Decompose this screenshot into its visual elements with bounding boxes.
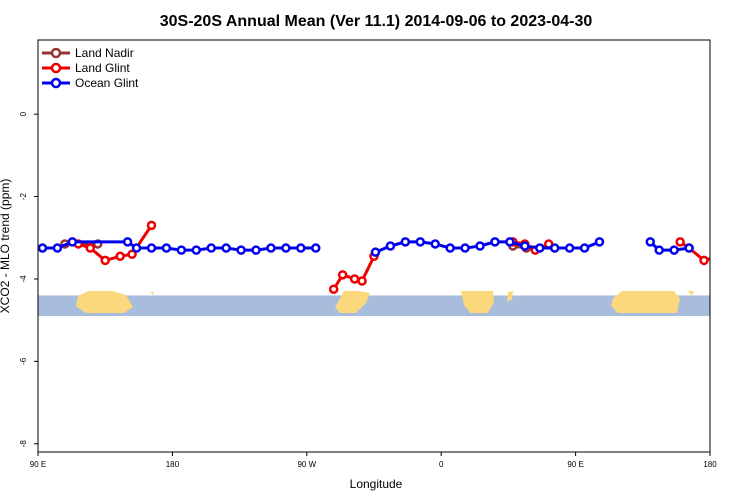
x-axis: 90 E 180 90 W 0 90 E 180: [30, 452, 717, 469]
data-point: [505, 237, 515, 247]
data-point: [415, 237, 426, 247]
data-point: [520, 241, 530, 251]
y-tick-label: -2: [19, 192, 28, 200]
x-tick-label: 90 W: [297, 460, 316, 469]
land-shape: [611, 291, 680, 313]
y-axis: 0 -2 -4 -6 -8: [19, 111, 38, 447]
land-ocean-band: [38, 291, 710, 317]
data-point: [357, 276, 367, 286]
data-point: [100, 255, 110, 266]
data-point: [549, 243, 560, 253]
land-shape: [76, 291, 133, 313]
data-point: [579, 243, 590, 253]
data-point: [699, 255, 709, 266]
data-point: [349, 274, 360, 284]
data-point: [475, 241, 485, 251]
data-point: [122, 237, 133, 247]
series-line: [679, 240, 710, 262]
data-point: [594, 237, 605, 247]
data-point: [38, 243, 48, 253]
y-tick-label: -6: [19, 357, 28, 365]
data-point: [564, 243, 575, 253]
series-land-glint: [73, 220, 734, 295]
data-point: [146, 220, 157, 231]
x-tick-label: 180: [703, 460, 717, 469]
data-point: [337, 270, 348, 280]
legend-item: Ocean Glint: [42, 76, 139, 90]
land-shape: [335, 291, 370, 313]
data-point: [52, 243, 63, 253]
legend-marker: [50, 62, 62, 74]
legend-item: Land Glint: [42, 61, 130, 75]
data-point: [146, 243, 157, 253]
series-line: [649, 240, 690, 252]
x-tick-label: 90 E: [30, 460, 46, 469]
y-tick-label: -4: [19, 275, 28, 283]
data-point: [535, 243, 545, 253]
legend-marker: [50, 77, 62, 89]
data-point: [311, 243, 321, 253]
x-tick-label: 180: [166, 460, 180, 469]
data-point: [430, 239, 440, 249]
data-point: [675, 237, 685, 247]
data-point: [490, 237, 500, 247]
legend-label: Ocean Glint: [75, 76, 139, 90]
x-tick-label: 90 E: [567, 460, 583, 469]
data-point: [281, 243, 291, 253]
data-point: [127, 249, 137, 259]
data-point: [370, 247, 381, 257]
land-shape: [461, 291, 494, 313]
data-point: [654, 245, 664, 255]
data-point: [251, 245, 261, 255]
data-point: [385, 241, 396, 251]
data-point: [176, 245, 187, 255]
legend-label: Land Glint: [75, 61, 130, 75]
series-layer: [38, 220, 734, 295]
data-point: [266, 243, 276, 253]
land-shape: [150, 292, 154, 295]
data-point: [684, 243, 694, 253]
y-tick-label: -8: [19, 440, 28, 448]
y-tick-label: 0: [19, 111, 28, 116]
data-point: [131, 243, 142, 253]
ocean-band: [38, 295, 710, 317]
land-shape: [507, 291, 513, 302]
series-line: [374, 240, 601, 254]
data-point: [236, 245, 246, 255]
data-point: [206, 243, 216, 253]
x-axis-label: Longitude: [350, 477, 403, 491]
data-point: [115, 251, 125, 262]
chart-title: 30S-20S Annual Mean (Ver 11.1) 2014-09-0…: [160, 13, 593, 30]
data-point: [645, 237, 656, 247]
data-point: [296, 243, 306, 253]
data-point: [460, 243, 470, 253]
data-point: [67, 237, 78, 247]
data-point: [400, 237, 411, 247]
data-point: [727, 251, 734, 258]
data-point: [221, 243, 231, 253]
series-ocean-glint: [38, 237, 694, 257]
legend-label: Land Nadir: [75, 46, 134, 60]
data-point: [445, 243, 455, 253]
x-tick-label: 0: [439, 460, 444, 469]
data-point: [85, 243, 96, 253]
legend-item: Land Nadir: [42, 46, 134, 60]
data-point: [191, 245, 202, 255]
y-axis-label: XCO2 - MLO trend (ppm): [0, 179, 12, 314]
data-point: [669, 245, 679, 255]
legend-marker: [50, 47, 62, 59]
land-shape: [688, 291, 694, 296]
plot-frame: [37, 39, 711, 453]
data-point: [715, 253, 722, 260]
data-point: [328, 284, 339, 295]
data-point: [161, 243, 172, 253]
